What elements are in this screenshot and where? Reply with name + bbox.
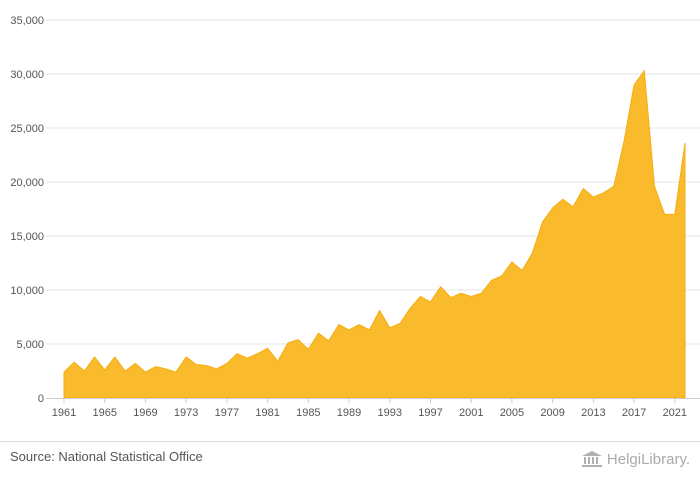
area-chart: 0 5,000 10,000 15,000 20,000 25,000 30,000 35,0… bbox=[10, 15, 700, 419]
brand-name: HelgiLibrary. bbox=[606, 450, 690, 468]
x-tick-label: 1993 bbox=[378, 407, 402, 419]
x-tick-label: 2017 bbox=[622, 407, 646, 419]
x-tick-label: 2021 bbox=[663, 407, 687, 419]
x-tick-label: 1965 bbox=[92, 407, 116, 419]
x-tick-label: 1981 bbox=[255, 407, 279, 419]
y-tick-label: 10,000 bbox=[10, 285, 44, 297]
x-tick-label: 1985 bbox=[296, 407, 320, 419]
x-tick-label: 1973 bbox=[174, 407, 198, 419]
y-tick-label: 15,000 bbox=[10, 231, 44, 243]
x-tick-label: 2001 bbox=[459, 407, 483, 419]
x-axis: 1961 1965 1969 1973 1977 1981 1985 1989 1993 1997… bbox=[52, 398, 687, 419]
brand-logo[interactable]: HelgiLibrary. bbox=[581, 446, 690, 472]
x-tick-label: 1989 bbox=[337, 407, 361, 419]
gridlines bbox=[46, 19, 700, 345]
x-tick-label: 2013 bbox=[581, 407, 605, 419]
source-label: Source: National Statistical Office bbox=[10, 449, 203, 464]
x-tick-label: 1969 bbox=[133, 407, 157, 419]
y-tick-label: 0 bbox=[38, 393, 44, 405]
x-tick-label: 1997 bbox=[418, 407, 442, 419]
y-tick-label: 20,000 bbox=[10, 177, 44, 189]
y-tick-label: 25,000 bbox=[10, 123, 44, 135]
area-series bbox=[63, 69, 686, 399]
y-tick-label: 30,000 bbox=[10, 69, 44, 81]
x-tick-label: 1961 bbox=[52, 407, 76, 419]
y-tick-label: 35,000 bbox=[10, 15, 44, 27]
x-tick-label: 2005 bbox=[500, 407, 524, 419]
footer-divider bbox=[0, 441, 700, 483]
x-tick-label: 1977 bbox=[215, 407, 239, 419]
y-axis: 0 5,000 10,000 15,000 20,000 25,000 30,000 35,0… bbox=[10, 15, 44, 405]
library-building-icon bbox=[581, 451, 602, 467]
x-tick-label: 2009 bbox=[540, 407, 564, 419]
y-tick-label: 5,000 bbox=[16, 339, 44, 351]
